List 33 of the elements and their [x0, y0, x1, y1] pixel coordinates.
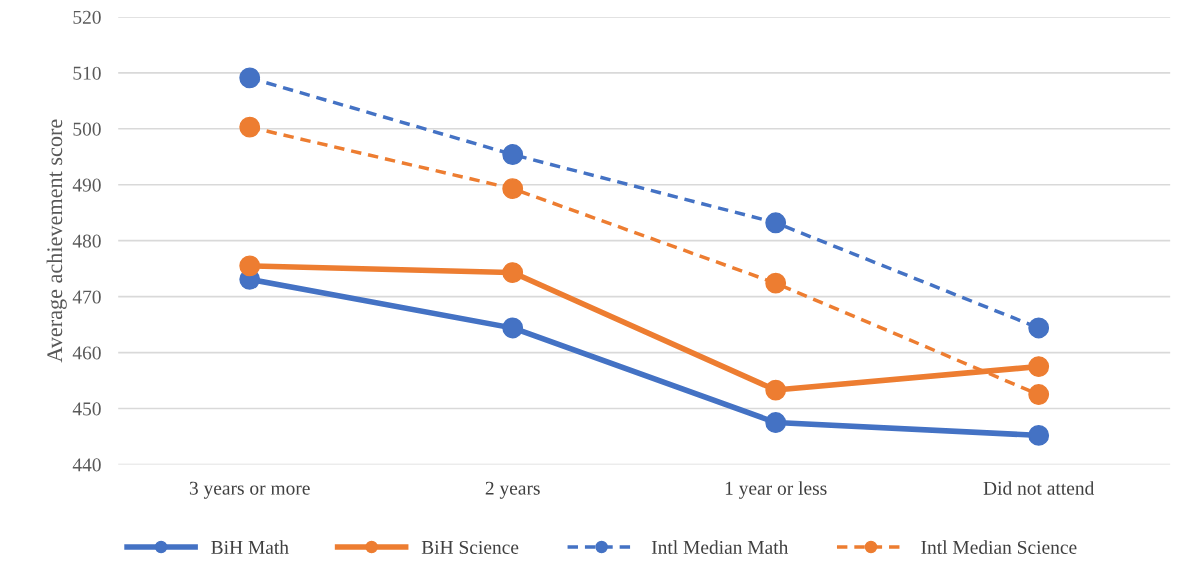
point	[1028, 424, 1050, 446]
point	[502, 317, 524, 339]
point	[239, 255, 261, 277]
point	[502, 144, 524, 165]
y-tick-label: 460	[72, 346, 101, 360]
y-tick-label: 450	[72, 402, 101, 416]
point	[502, 178, 524, 200]
point	[765, 212, 787, 234]
y-tick-label: 500	[73, 122, 101, 136]
legend-label: Intl Median Math	[651, 540, 789, 554]
point	[765, 272, 787, 294]
x-tick-label: 3 years or more	[189, 481, 310, 499]
y-tick-label: 490	[72, 178, 101, 192]
point	[239, 67, 261, 89]
point	[239, 116, 261, 138]
legend-label: BiH Math	[211, 540, 289, 554]
y-tick-label: 480	[72, 234, 101, 248]
point	[765, 379, 787, 401]
y-tick-label: 520	[73, 10, 101, 24]
legend-label: Intl Median Science	[921, 540, 1077, 554]
y-tick-label: 470	[72, 290, 101, 304]
point	[1028, 384, 1050, 405]
legend-label: BiH Science	[421, 540, 519, 554]
point	[502, 262, 524, 283]
point	[1028, 317, 1050, 339]
y-axis-title: Average achievement score	[46, 119, 67, 363]
point	[1028, 356, 1050, 377]
x-tick-label: 2 years	[485, 481, 540, 499]
x-tick-label: Did not attend	[983, 481, 1095, 495]
x-tick-label: 1 year or less	[725, 481, 827, 499]
y-tick-label: 510	[73, 66, 101, 80]
y-tick-label: 440	[72, 458, 101, 472]
point	[765, 412, 787, 433]
